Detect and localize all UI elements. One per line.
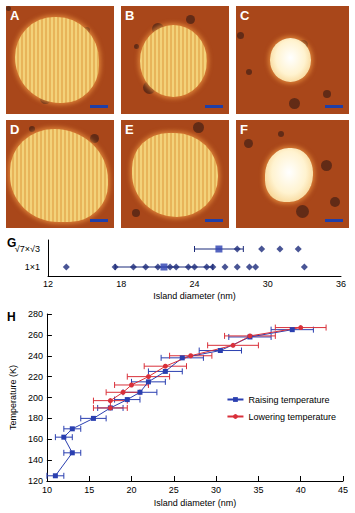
svg-text:140: 140 xyxy=(28,455,43,465)
svg-text:Island diameter (nm): Island diameter (nm) xyxy=(154,498,237,508)
svg-text:H: H xyxy=(7,310,16,324)
html-text:F: F xyxy=(240,122,248,137)
svg-text:24: 24 xyxy=(189,279,199,289)
svg-text:15: 15 xyxy=(84,485,94,495)
svg-text:20: 20 xyxy=(127,485,137,495)
svg-text:280: 280 xyxy=(28,309,43,319)
svg-text:40: 40 xyxy=(296,485,306,495)
svg-text:45: 45 xyxy=(338,485,348,495)
svg-text:Raising temperature: Raising temperature xyxy=(248,395,329,405)
svg-text:1×1: 1×1 xyxy=(25,262,40,272)
svg-text:35: 35 xyxy=(253,485,263,495)
html-text:A: A xyxy=(10,8,20,23)
svg-text:180: 180 xyxy=(28,413,43,423)
svg-text:240: 240 xyxy=(28,351,43,361)
svg-text:12: 12 xyxy=(43,279,53,289)
svg-text:18: 18 xyxy=(116,279,126,289)
svg-text:Temperature (K): Temperature (K) xyxy=(8,365,18,430)
svg-text:G: G xyxy=(7,236,16,250)
svg-text:Island diameter (nm): Island diameter (nm) xyxy=(153,291,236,301)
svg-text:Lowering temperature: Lowering temperature xyxy=(248,412,336,422)
svg-text:200: 200 xyxy=(28,393,43,403)
svg-text:10: 10 xyxy=(42,485,52,495)
svg-text:260: 260 xyxy=(28,330,43,340)
svg-text:30: 30 xyxy=(263,279,273,289)
svg-text:160: 160 xyxy=(28,434,43,444)
html-text:C: C xyxy=(240,8,250,23)
html-text:B: B xyxy=(125,8,135,23)
svg-text:25: 25 xyxy=(169,485,179,495)
html-text:D: D xyxy=(10,122,20,137)
html-text:E: E xyxy=(125,122,134,137)
svg-text:30: 30 xyxy=(211,485,221,495)
svg-text:220: 220 xyxy=(28,372,43,382)
svg-text:√7×√3: √7×√3 xyxy=(15,244,40,254)
svg-text:36: 36 xyxy=(336,279,346,289)
svg-text:120: 120 xyxy=(28,476,43,486)
